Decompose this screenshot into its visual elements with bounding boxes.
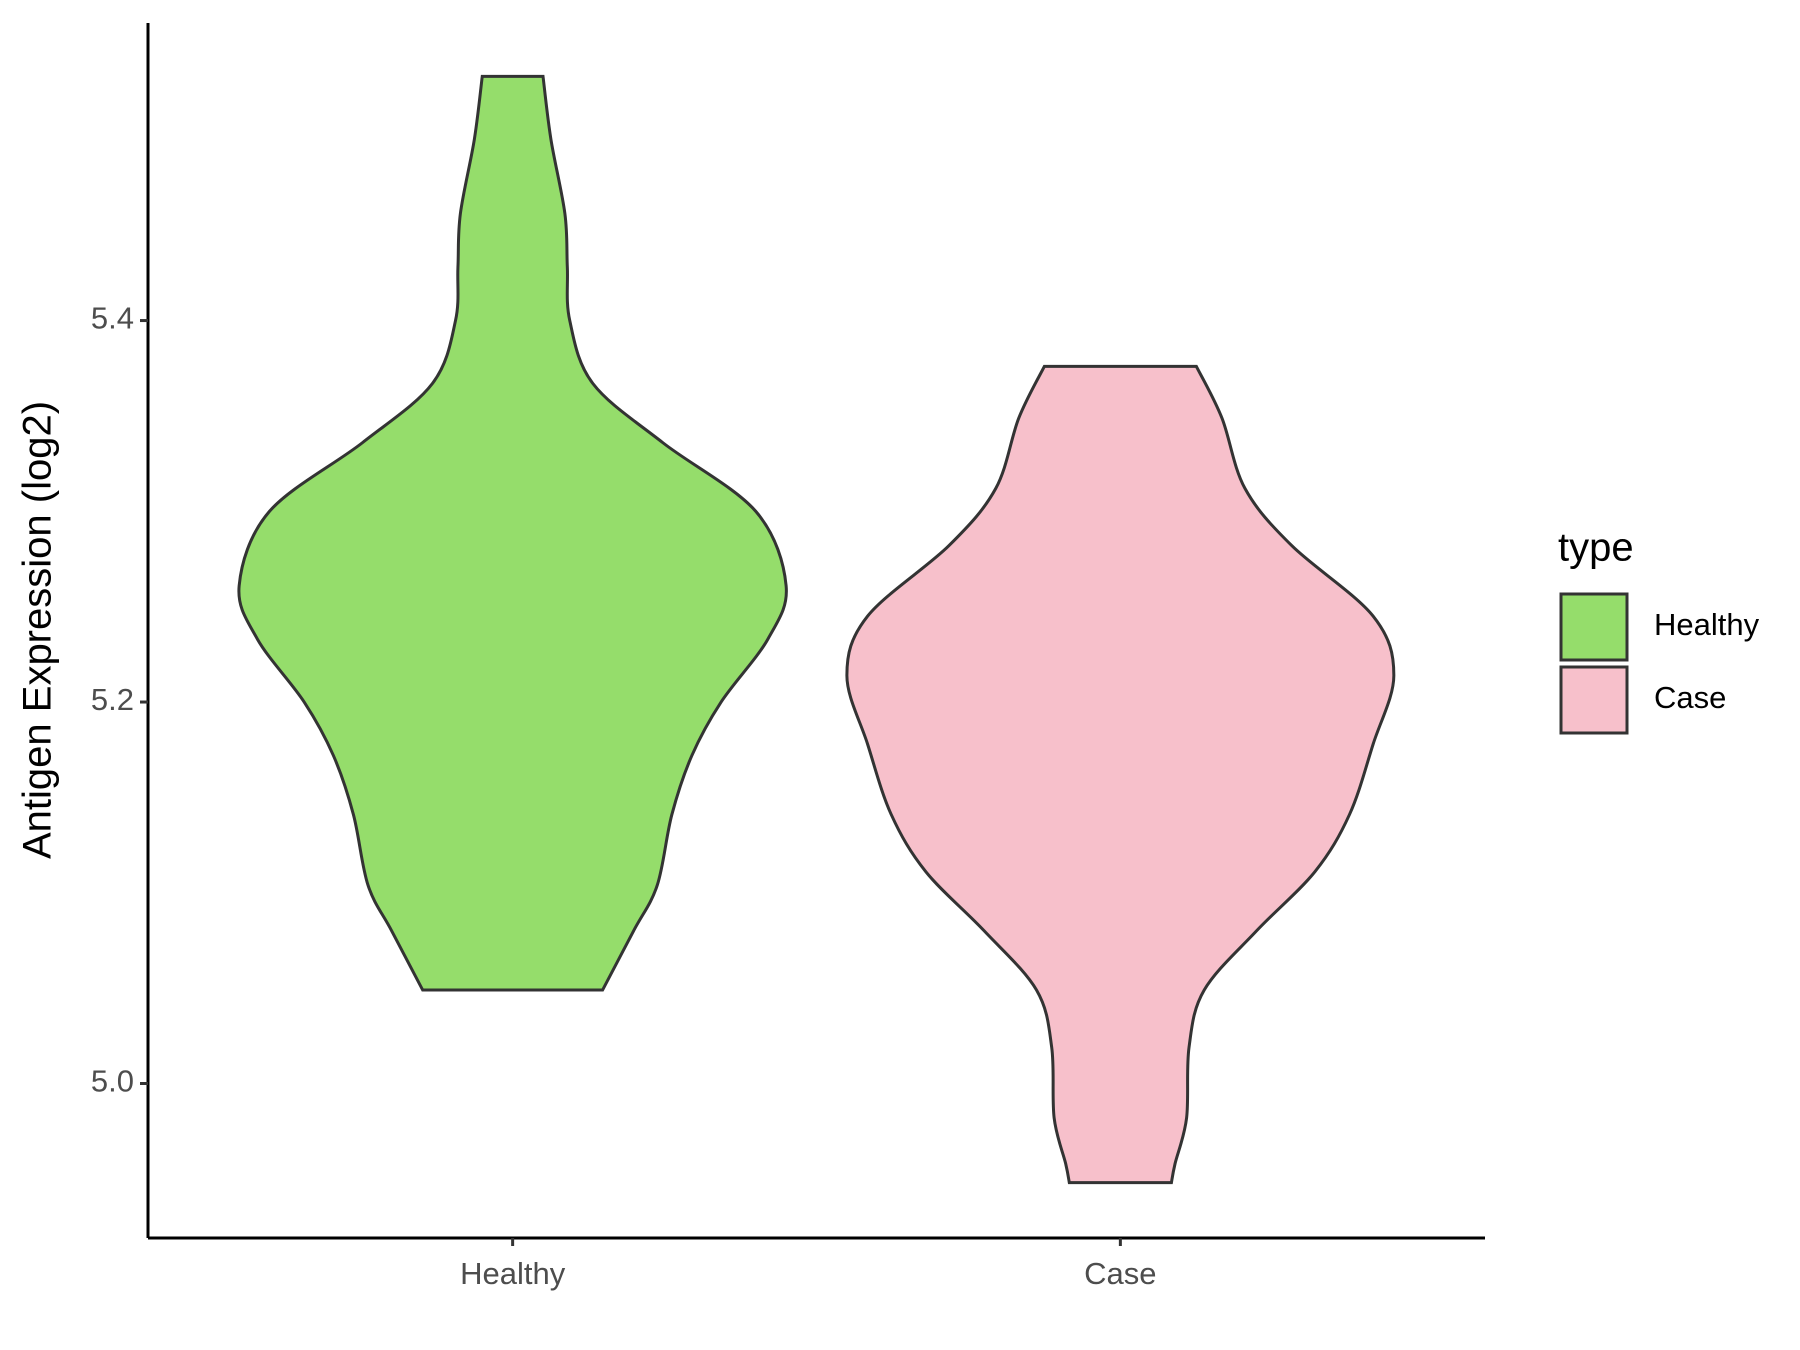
- legend-label: Case: [1654, 680, 1726, 715]
- x-tick-label: Case: [1084, 1256, 1156, 1291]
- y-tick-label: 5.0: [91, 1064, 134, 1099]
- y-axis-title: Antigen Expression (log2): [16, 401, 60, 859]
- legend-key: [1559, 592, 1629, 662]
- violin: [237, 74, 788, 992]
- y-tick-label: 5.2: [91, 682, 134, 717]
- violin: [845, 364, 1396, 1185]
- legend-label: Healthy: [1654, 607, 1760, 642]
- x-tick-label: Healthy: [460, 1256, 566, 1291]
- legend-key: [1559, 665, 1629, 735]
- legend-title: type: [1558, 526, 1634, 570]
- y-tick-label: 5.4: [91, 301, 134, 336]
